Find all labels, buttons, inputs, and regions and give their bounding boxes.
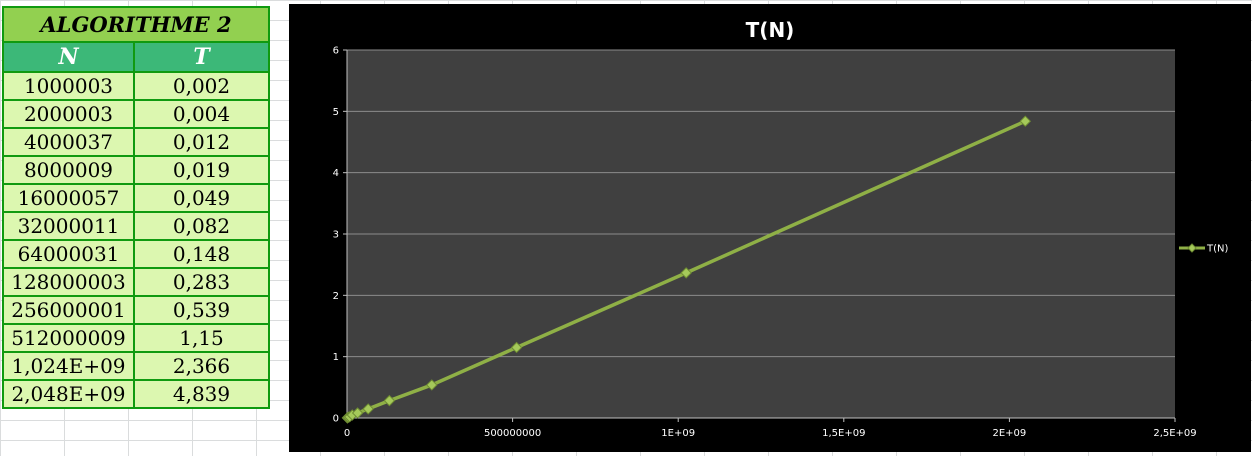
legend: T(N) xyxy=(1179,243,1228,255)
cell-t[interactable]: 0,004 xyxy=(133,99,270,129)
header-n[interactable]: N xyxy=(2,41,135,73)
data-point[interactable] xyxy=(510,341,523,354)
data-point[interactable] xyxy=(362,403,374,415)
table-title[interactable]: ALGORITHME 2 xyxy=(2,6,270,43)
line-chart[interactable]: 0 1 2 3 4 5 6 0 500000000 1E+09 1,5E+09 2E+09 2,5E+0… xyxy=(289,4,1251,452)
cell-n[interactable]: 16000057 xyxy=(2,183,135,213)
table-row: 128000003 0,283 xyxy=(2,267,270,297)
data-table: ALGORITHME 2 N T 1000003 0,002 2000003 0,00… xyxy=(2,6,270,409)
cell-t[interactable]: 1,15 xyxy=(133,323,270,353)
cell-t[interactable]: 0,148 xyxy=(133,239,270,269)
y-tick-label: 4 xyxy=(333,168,339,179)
y-tick-label: 2 xyxy=(333,291,339,302)
cell-t[interactable]: 0,539 xyxy=(133,295,270,325)
cell-n[interactable]: 32000011 xyxy=(2,211,135,241)
cell-n[interactable]: 2,048E+09 xyxy=(2,379,135,409)
data-point[interactable] xyxy=(1019,115,1032,127)
cell-t[interactable]: 0,082 xyxy=(133,211,270,241)
x-tick-label: 1E+09 xyxy=(661,428,695,439)
series-layer xyxy=(341,115,1032,424)
cell-t[interactable]: 0,012 xyxy=(133,127,270,157)
table-row: 8000009 0,019 xyxy=(2,155,270,185)
x-tick-label: 1,5E+09 xyxy=(822,428,865,439)
table-row: 2,048E+09 4,839 xyxy=(2,379,270,409)
table-row: 64000031 0,148 xyxy=(2,239,270,269)
axes: 0 1 2 3 4 5 6 0 500000000 1E+09 1,5E+09 2E+09 2,5E+0… xyxy=(333,46,1197,440)
legend-label[interactable]: T(N) xyxy=(1206,244,1228,255)
table-row: 256000001 0,539 xyxy=(2,295,270,325)
y-tick-label: 6 xyxy=(333,46,339,57)
y-tick-label: 1 xyxy=(333,352,339,363)
table-row: 2000003 0,004 xyxy=(2,99,270,129)
x-tick-label: 500000000 xyxy=(484,428,541,439)
y-tick-label: 0 xyxy=(333,414,339,425)
cell-t[interactable]: 4,839 xyxy=(133,379,270,409)
data-point[interactable] xyxy=(383,394,396,407)
table-row: 1000003 0,002 xyxy=(2,71,270,101)
x-tick-label: 2E+09 xyxy=(993,428,1027,439)
data-point[interactable] xyxy=(351,407,364,419)
legend-marker xyxy=(1187,243,1197,253)
cell-n[interactable]: 1,024E+09 xyxy=(2,351,135,381)
cell-t[interactable]: 0,283 xyxy=(133,267,270,297)
table-row: 512000009 1,15 xyxy=(2,323,270,353)
y-tick-label: 3 xyxy=(333,230,339,241)
cell-n[interactable]: 2000003 xyxy=(2,99,135,129)
header-t[interactable]: T xyxy=(133,41,270,73)
data-point[interactable] xyxy=(680,267,692,279)
cell-n[interactable]: 4000037 xyxy=(2,127,135,157)
x-tick-label: 0 xyxy=(344,428,350,439)
cell-n[interactable]: 64000031 xyxy=(2,239,135,269)
chart-area[interactable]: 0 1 2 3 4 5 6 0 500000000 1E+09 1,5E+09 2E+09 2,5E+0… xyxy=(289,4,1251,452)
y-tick-label: 5 xyxy=(333,107,339,118)
data-point[interactable] xyxy=(426,379,438,391)
cell-n[interactable]: 1000003 xyxy=(2,71,135,101)
cell-t[interactable]: 0,049 xyxy=(133,183,270,213)
table-body: 1000003 0,002 2000003 0,004 4000037 0,012 8000… xyxy=(2,71,270,409)
table-row: 32000011 0,082 xyxy=(2,211,270,241)
cell-t[interactable]: 2,366 xyxy=(133,351,270,381)
cell-n[interactable]: 256000001 xyxy=(2,295,135,325)
table-row: 16000057 0,049 xyxy=(2,183,270,213)
cell-n[interactable]: 512000009 xyxy=(2,323,135,353)
table-row: 4000037 0,012 xyxy=(2,127,270,157)
x-tick-label: 2,5E+09 xyxy=(1153,428,1196,439)
chart-title: T(N) xyxy=(746,18,795,42)
cell-t[interactable]: 0,019 xyxy=(133,155,270,185)
table-row: 1,024E+09 2,366 xyxy=(2,351,270,381)
cell-t[interactable]: 0,002 xyxy=(133,71,270,101)
gridlines xyxy=(347,49,1175,358)
cell-n[interactable]: 8000009 xyxy=(2,155,135,185)
cell-n[interactable]: 128000003 xyxy=(2,267,135,297)
